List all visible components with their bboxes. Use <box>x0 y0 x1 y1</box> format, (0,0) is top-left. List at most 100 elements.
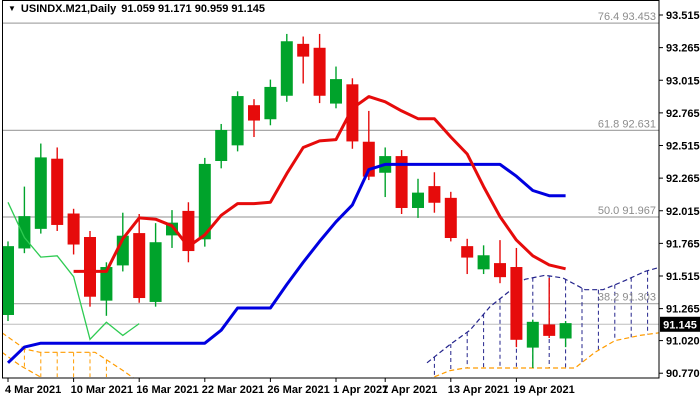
candle <box>428 172 441 213</box>
candle-body <box>543 324 556 336</box>
date-tick-label: 7 Apr 2021 <box>382 384 437 396</box>
candle <box>264 79 277 126</box>
candle-body <box>198 163 211 240</box>
date-tick-label: 13 Apr 2021 <box>448 384 509 396</box>
senkou-span-upper-line <box>2 332 135 378</box>
senkou-span-upper-line <box>426 266 659 364</box>
candle-body <box>34 157 47 229</box>
candle-body <box>297 43 310 57</box>
candles-layer <box>2 33 572 369</box>
price-tick-label: 91.265 <box>666 304 700 316</box>
candle-body <box>477 255 490 270</box>
date-tick-label: 10 Mar 2021 <box>71 384 133 396</box>
fib-level-label: 50.0 91.967 <box>598 205 656 217</box>
candle-body <box>428 186 441 203</box>
symbol-dropdown-icon[interactable]: ▼ <box>8 4 16 13</box>
candle <box>215 123 228 169</box>
candle <box>231 91 244 152</box>
candle-body <box>510 267 523 340</box>
candle <box>543 277 556 338</box>
date-tick-label: 19 Apr 2021 <box>513 384 574 396</box>
price-tick-label: 92.515 <box>666 141 700 153</box>
candle-body <box>215 129 228 162</box>
date-tick-label: 26 Mar 2021 <box>267 384 329 396</box>
candle-body <box>2 246 14 315</box>
price-tick-label: 92.015 <box>666 206 700 218</box>
symbol-period-label: USINDX.M21,Daily <box>20 3 117 15</box>
candle-body <box>51 158 64 225</box>
candle-body <box>248 105 260 121</box>
candle-body <box>362 141 375 177</box>
time-axis[interactable]: 4 Mar 2021 10 Mar 2021 16 Mar 2021 22 Mar 2… <box>5 378 575 396</box>
candle-body <box>84 237 96 297</box>
candle-body <box>100 267 113 301</box>
price-tick-label: 93.515 <box>666 10 700 22</box>
price-tick-label: 93.015 <box>666 75 700 87</box>
candle-body <box>313 47 326 96</box>
candle <box>461 238 474 275</box>
price-tick-label: 91.020 <box>666 336 700 348</box>
date-tick-label: 22 Mar 2021 <box>202 384 264 396</box>
candle <box>198 157 211 247</box>
candle-body <box>67 213 80 245</box>
candle <box>526 319 539 369</box>
candle-body <box>133 233 146 299</box>
candle <box>133 214 146 303</box>
candle <box>297 36 310 84</box>
candle <box>559 321 572 348</box>
candle-body <box>264 86 277 120</box>
candle <box>280 33 293 102</box>
candle <box>510 247 523 348</box>
price-tick-label: 90.770 <box>666 368 700 380</box>
candle <box>248 99 260 138</box>
candle-body <box>18 216 31 249</box>
price-axis[interactable]: 93.515 93.265 93.015 92.765 92.515 92.265 92.0… <box>659 10 700 380</box>
candle-body <box>461 246 474 258</box>
fib-level-label: 76.4 93.453 <box>598 11 656 23</box>
candle-body <box>149 242 162 302</box>
price-tick-label: 91.515 <box>666 271 700 283</box>
candle-body <box>412 192 424 208</box>
tenkan-sen-line <box>73 95 566 273</box>
candle <box>149 223 162 307</box>
candle-body <box>526 321 539 348</box>
price-tick-label: 91.765 <box>666 238 700 250</box>
candle-body <box>166 222 178 236</box>
current-price-badge <box>660 316 700 332</box>
candle <box>444 191 457 242</box>
candle <box>330 66 342 109</box>
candle <box>51 147 64 231</box>
candle <box>166 210 178 248</box>
candle <box>84 230 96 307</box>
fib-level-label: 61.8 92.631 <box>598 118 656 130</box>
price-tick-label: 93.265 <box>666 43 700 55</box>
current-price-badge-value: 91.145 <box>663 319 697 331</box>
candle <box>18 186 31 254</box>
quote-ohlc-values: 91.059 91.171 90.959 91.145 <box>121 3 266 15</box>
price-tick-label: 92.265 <box>666 173 700 185</box>
date-tick-label: 16 Mar 2021 <box>136 384 198 396</box>
candle-body <box>330 79 342 104</box>
date-tick-label: 4 Mar 2021 <box>5 384 61 396</box>
candle <box>477 245 490 275</box>
candle-body <box>559 323 572 339</box>
candle-body <box>494 263 506 278</box>
candle <box>346 78 359 149</box>
candle-body <box>231 96 244 146</box>
date-tick-label: 1 Apr 2021 <box>333 384 388 396</box>
chart-titlebar: ▼ USINDX.M21,Daily 91.059 91.171 90.959 … <box>8 3 265 15</box>
candle <box>182 202 195 263</box>
candle <box>2 241 14 322</box>
candle <box>67 208 80 255</box>
candle <box>494 240 506 284</box>
candle-body <box>346 84 359 142</box>
candle-body <box>444 197 457 239</box>
candle-body <box>395 156 408 208</box>
senkou-span-lower-line <box>429 332 659 378</box>
candle <box>34 143 47 234</box>
candle <box>379 147 392 198</box>
chikou-span-line <box>7 202 140 341</box>
plot-frame <box>2 0 660 379</box>
